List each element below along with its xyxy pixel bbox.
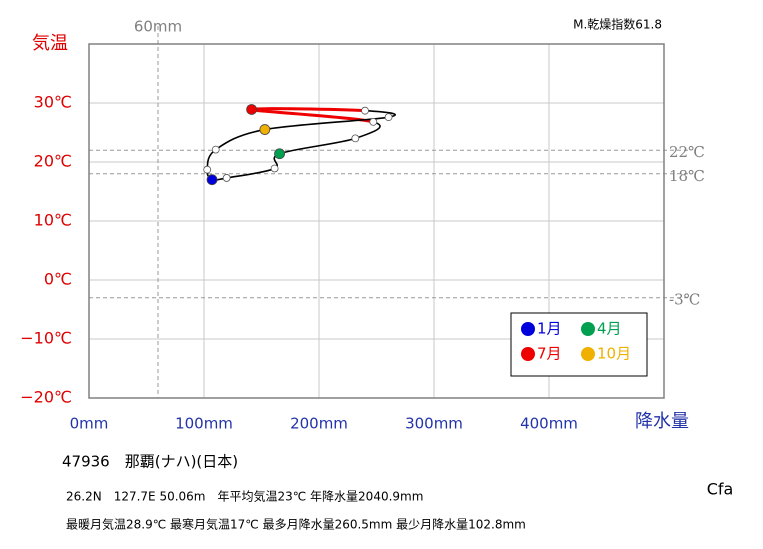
plot-frame [88,43,665,399]
month-point [211,145,220,154]
x-tick-label: 200mm [290,415,348,433]
month-point [361,106,369,115]
y-axis-label: 気温 [32,33,68,54]
y-tick-label: 0℃ [44,270,72,289]
month-point [384,113,393,122]
climate-curve [264,116,389,131]
legend-box [510,312,648,377]
y-tick-label: −10℃ [20,329,72,348]
x-tick-label: 100mm [175,415,233,433]
x-tick-label: 0mm [70,415,109,433]
reference-label: 60mm [134,18,182,36]
y-tick-label: 30℃ [34,93,72,112]
info-line: 26.2N 127.7E 50.06m 年平均気温23℃ 年降水量2040.9m… [66,489,423,504]
month-point [274,148,285,160]
month-point [222,174,231,182]
legend-marker [521,322,535,336]
reference-label: 22℃ [669,143,705,161]
legend-marker [581,347,595,361]
info-line: 最暖月気温28.9℃ 最寒月気温17℃ 最多月降水量260.5mm 最少月降水量… [66,517,526,532]
month-point [203,165,212,174]
month-point [369,117,378,126]
legend-label: 4月 [597,320,622,338]
y-tick-label: 10℃ [34,211,72,230]
x-tick-label: 300mm [405,415,463,433]
y-tick-label: −20℃ [20,388,72,407]
aridity-index: M.乾燥指数61.8 [573,17,662,32]
month-point [351,134,360,143]
legend-marker [521,347,535,361]
month-point [246,104,258,115]
legend-label: 10月 [597,345,631,363]
x-tick-label: 400mm [520,415,578,433]
month-point [259,124,271,135]
station-title: 47936 那覇(ナハ)(日本) [62,453,238,471]
month-point [206,174,218,186]
legend-label: 1月 [537,320,562,338]
climate-class: Cfa [707,480,734,499]
x-axis-label: 降水量 [635,411,689,432]
legend-marker [581,322,595,336]
y-tick-label: 20℃ [34,152,72,171]
reference-label: -3℃ [669,291,700,309]
legend-label: 7月 [537,345,562,363]
month-point [270,164,279,173]
reference-label: 18℃ [669,167,705,185]
